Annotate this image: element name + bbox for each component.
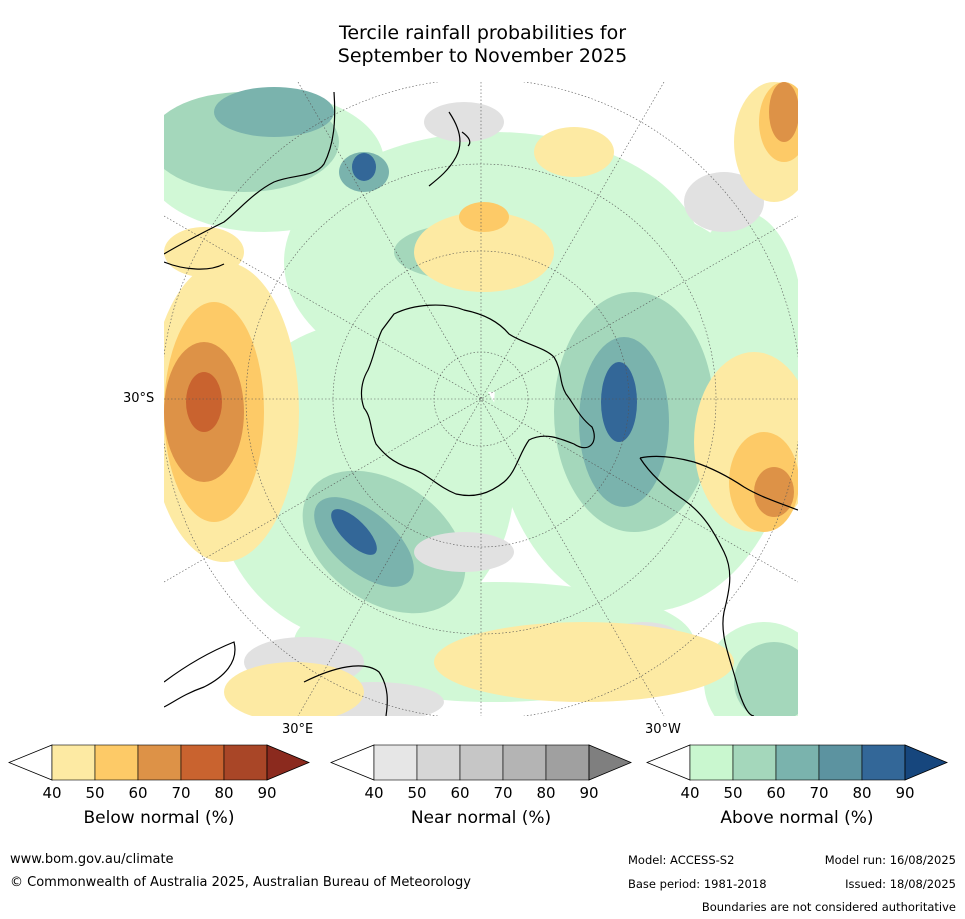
tick-label: 50: [85, 784, 105, 802]
tick-label: 40: [364, 784, 384, 802]
below-normal-highest: [186, 372, 222, 432]
tick-label: 50: [723, 784, 743, 802]
tick-label: 80: [214, 784, 234, 802]
footer-model-run: Model run: 16/08/2025: [824, 853, 956, 867]
tick-label: 90: [579, 784, 599, 802]
tick-label: 80: [536, 784, 556, 802]
near-normal-label: Near normal (%): [410, 808, 552, 828]
colorbar-segment: [775, 744, 820, 781]
colorbar-segment: [459, 744, 504, 781]
colorbar-segment: [94, 744, 139, 781]
colorbar-segment: [51, 744, 96, 781]
tick-label: 50: [407, 784, 427, 802]
title-line-1: Tercile rainfall probabilities for: [338, 22, 627, 44]
colorbar-over-triangle: [588, 744, 632, 781]
footer-url: www.bom.gov.au/climate: [10, 852, 174, 867]
footer-base-period: Base period: 1981-2018: [628, 877, 767, 891]
near-normal-colorbar: [330, 744, 632, 781]
chart-title: Tercile rainfall probabilities for Septe…: [0, 22, 965, 68]
tick-label: 90: [257, 784, 277, 802]
colorbar-under-triangle: [8, 744, 53, 781]
africa-coastline: [164, 641, 388, 716]
longitude-label-30e: 30°E: [282, 722, 314, 737]
tick-label: 60: [128, 784, 148, 802]
title-line-2: September to November 2025: [337, 45, 628, 67]
footer-disclaimer: Boundaries are not considered authoritat…: [701, 900, 956, 914]
colorbar-segment: [180, 744, 225, 781]
colorbar-under-triangle: [646, 744, 691, 781]
colorbar-segment: [223, 744, 268, 781]
above-normal-label: Above normal (%): [720, 808, 874, 828]
longitude-label-30w: 30°W: [645, 722, 681, 737]
tick-label: 40: [680, 784, 700, 802]
colorbar-over-triangle: [904, 744, 948, 781]
tick-label: 70: [493, 784, 513, 802]
colorbar-over-triangle: [266, 744, 310, 781]
footer-copyright: © Commonwealth of Australia 2025, Austra…: [10, 875, 471, 890]
tick-label: 70: [809, 784, 829, 802]
tick-label: 90: [895, 784, 915, 802]
colorbar-segment: [861, 744, 906, 781]
colorbar-under-triangle: [330, 744, 375, 781]
rainfall-probability-map: [164, 82, 798, 716]
colorbar-segment: [373, 744, 418, 781]
tick-label: 40: [42, 784, 62, 802]
below-normal-colorbar: [8, 744, 310, 781]
colorbar-segment: [689, 744, 734, 781]
below-normal-label: Below normal (%): [83, 808, 235, 828]
tick-label: 70: [171, 784, 191, 802]
latitude-label-30s: 30°S: [123, 391, 155, 406]
above-normal-highest: [331, 153, 637, 555]
tick-label: 60: [450, 784, 470, 802]
colorbar-segment: [416, 744, 461, 781]
tick-label: 80: [852, 784, 872, 802]
south-america-coastline: [639, 455, 798, 716]
australia-coastline: [164, 91, 336, 270]
footer-issued: Issued: 18/08/2025: [845, 877, 956, 891]
antarctica-coastline: [360, 304, 595, 497]
graticule: [164, 82, 798, 716]
colorbar-segment: [502, 744, 547, 781]
colorbar-segment: [818, 744, 863, 781]
colorbar-segment: [137, 744, 182, 781]
colorbar-segment: [732, 744, 777, 781]
colorbar-segment: [545, 744, 590, 781]
above-normal-colorbar: [646, 744, 948, 781]
tick-label: 60: [766, 784, 786, 802]
new-zealand-coastline: [428, 111, 471, 187]
footer-model: Model: ACCESS-S2: [628, 853, 735, 867]
